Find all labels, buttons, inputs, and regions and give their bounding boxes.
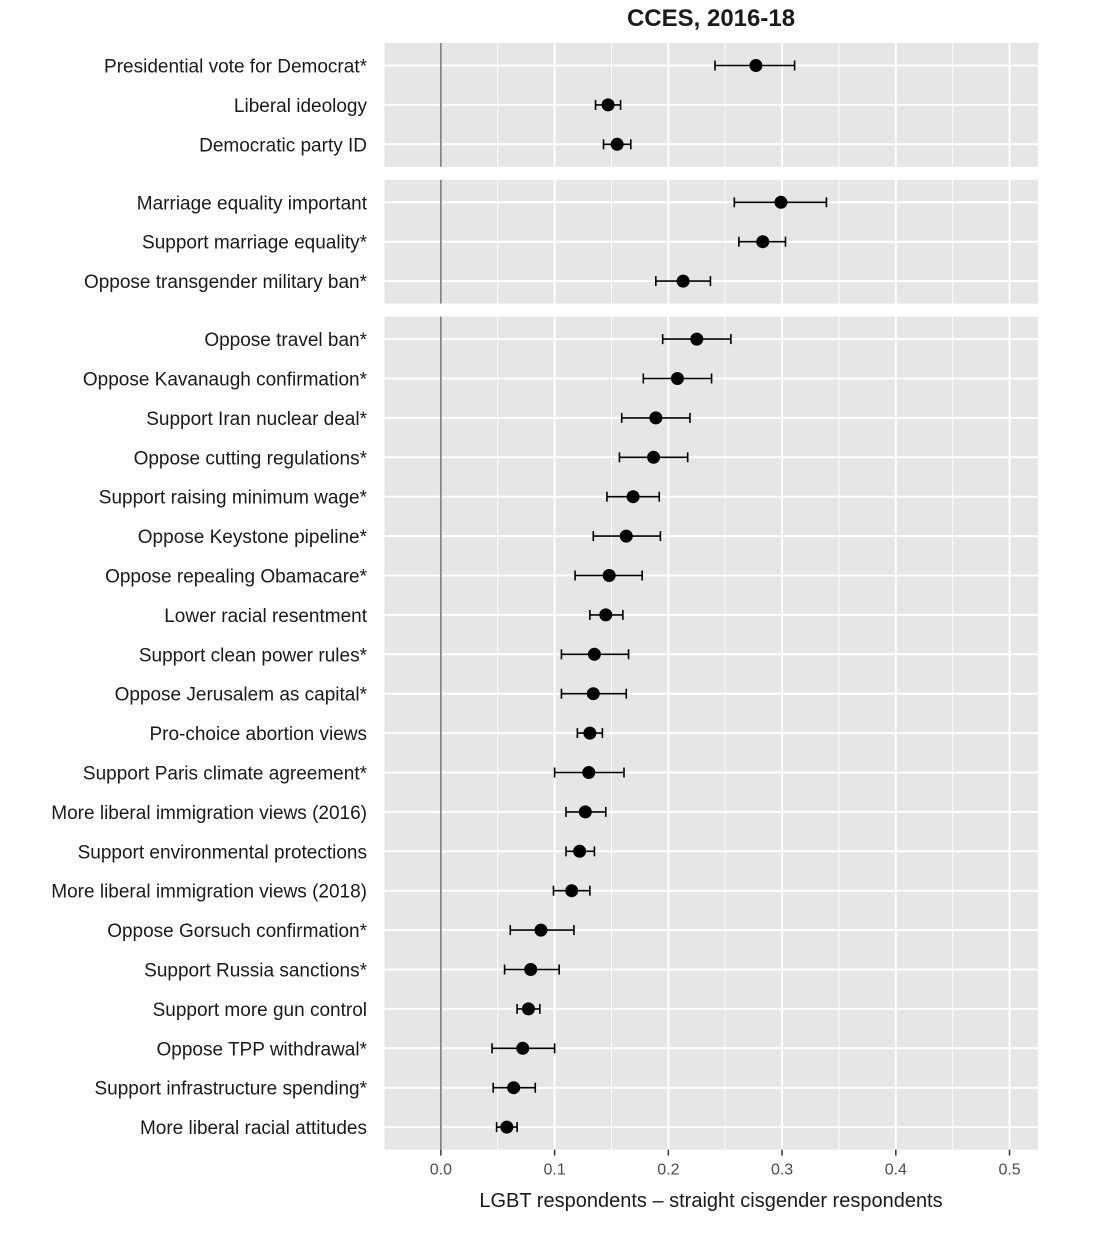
estimate-row: Oppose transgender military ban* bbox=[84, 272, 712, 293]
row-label: Oppose Gorsuch confirmation* bbox=[107, 921, 367, 942]
row-label: Support infrastructure spending* bbox=[95, 1079, 368, 1100]
x-axis-title: LGBT respondents – straight cisgender re… bbox=[479, 1190, 942, 1212]
point-estimate bbox=[582, 766, 596, 779]
point-estimate bbox=[610, 137, 624, 151]
row-label: Support clean power rules* bbox=[139, 645, 368, 666]
estimate-row: Oppose Kavanaugh confirmation* bbox=[83, 370, 713, 391]
estimate-row: More liberal racial attitudes bbox=[140, 1118, 518, 1139]
estimate-row: Liberal ideology bbox=[234, 96, 622, 117]
row-label: Oppose cutting regulations* bbox=[134, 448, 368, 469]
row-label: Oppose travel ban* bbox=[204, 330, 367, 351]
row-label: More liberal racial attitudes bbox=[140, 1118, 367, 1139]
row-label: Oppose Keystone pipeline* bbox=[138, 527, 368, 548]
estimate-row: Oppose Gorsuch confirmation* bbox=[107, 921, 575, 942]
point-estimate bbox=[521, 1002, 535, 1016]
estimate-row: Support Paris climate agreement* bbox=[83, 764, 625, 785]
estimate-row: More liberal immigration views (2018) bbox=[51, 882, 591, 903]
estimate-row: Marriage equality important bbox=[137, 193, 828, 214]
estimate-row: Oppose Jerusalem as capital* bbox=[115, 685, 628, 706]
x-tick-label: 0.0 bbox=[430, 1162, 452, 1179]
row-label: Presidential vote for Democrat* bbox=[104, 57, 368, 78]
estimate-row: Lower racial resentment bbox=[164, 606, 624, 627]
point-estimate bbox=[578, 805, 592, 819]
row-label: Support Russia sanctions* bbox=[144, 961, 367, 982]
panel-3: Oppose travel ban* Oppose Kavanaugh confi… bbox=[51, 316, 1038, 1150]
row-label: Oppose Kavanaugh confirmation* bbox=[83, 370, 368, 391]
estimate-row: Oppose TPP withdrawal* bbox=[156, 1039, 556, 1060]
row-label: Oppose repealing Obamacare* bbox=[105, 567, 368, 588]
row-label: More liberal immigration views (2018) bbox=[51, 882, 367, 903]
row-label: Marriage equality important bbox=[137, 193, 368, 214]
row-label: Pro-choice abortion views bbox=[149, 724, 367, 745]
point-estimate bbox=[583, 726, 597, 740]
row-label: Oppose TPP withdrawal* bbox=[156, 1039, 367, 1060]
point-estimate bbox=[690, 332, 704, 346]
point-estimate bbox=[749, 59, 763, 72]
x-tick-label: 0.4 bbox=[885, 1162, 907, 1179]
row-label: Support Iran nuclear deal* bbox=[146, 409, 367, 430]
point-estimate bbox=[516, 1041, 530, 1055]
x-tick-label: 0.5 bbox=[998, 1162, 1020, 1179]
row-label: Liberal ideology bbox=[234, 96, 368, 117]
point-estimate bbox=[507, 1081, 521, 1095]
estimate-row: Democratic party ID bbox=[199, 135, 632, 156]
row-label: Democratic party ID bbox=[199, 135, 367, 156]
panels-layer: Presidential vote for Democrat* Liberal i… bbox=[51, 43, 1038, 1150]
point-estimate bbox=[676, 274, 690, 288]
estimate-row: Support more gun control bbox=[153, 1000, 541, 1021]
estimate-row: Oppose repealing Obamacare* bbox=[105, 567, 643, 588]
point-estimate bbox=[619, 529, 633, 543]
estimate-row: Support marriage equality* bbox=[142, 233, 787, 254]
x-tick-label: 0.3 bbox=[771, 1162, 793, 1179]
row-label: Support raising minimum wage* bbox=[99, 488, 368, 509]
row-label: Oppose transgender military ban* bbox=[84, 272, 368, 293]
row-label: Support more gun control bbox=[153, 1000, 367, 1021]
x-tick-label: 0.1 bbox=[543, 1162, 565, 1179]
point-estimate bbox=[626, 490, 640, 504]
point-estimate bbox=[756, 235, 770, 249]
point-estimate bbox=[647, 450, 661, 464]
row-label: Lower racial resentment bbox=[164, 606, 367, 627]
point-estimate bbox=[774, 195, 788, 209]
estimate-row: Support Iran nuclear deal* bbox=[146, 409, 691, 430]
x-axis: 0.0 0.1 0.2 0.3 0.4 0.5 bbox=[430, 1149, 1021, 1179]
estimate-row: Presidential vote for Democrat* bbox=[104, 57, 796, 78]
point-estimate bbox=[670, 372, 684, 385]
point-estimate bbox=[602, 569, 616, 582]
row-label: More liberal immigration views (2016) bbox=[51, 803, 367, 824]
point-estimate bbox=[524, 963, 538, 976]
chart-title: CCES, 2016-18 bbox=[627, 5, 795, 32]
point-estimate bbox=[565, 884, 579, 898]
row-label: Support environmental protections bbox=[78, 842, 367, 863]
estimate-row: Support clean power rules* bbox=[139, 645, 630, 666]
point-estimate bbox=[573, 844, 587, 858]
estimate-row: Oppose cutting regulations* bbox=[134, 448, 689, 469]
panel-2: Marriage equality important Support marri… bbox=[84, 179, 1038, 304]
estimate-row: Oppose travel ban* bbox=[204, 330, 732, 351]
point-estimate bbox=[599, 608, 613, 622]
point-estimate bbox=[586, 687, 600, 701]
row-label: Support Paris climate agreement* bbox=[83, 764, 368, 785]
point-estimate bbox=[587, 647, 601, 661]
row-label: Support marriage equality* bbox=[142, 233, 368, 254]
estimate-row: Support raising minimum wage* bbox=[99, 488, 661, 509]
point-estimate bbox=[534, 923, 548, 937]
x-tick-label: 0.2 bbox=[657, 1162, 679, 1179]
estimate-row: Oppose Keystone pipeline* bbox=[138, 527, 662, 548]
panel-1: Presidential vote for Democrat* Liberal i… bbox=[104, 43, 1038, 167]
estimate-row: Support infrastructure spending* bbox=[95, 1079, 537, 1100]
point-estimate bbox=[500, 1120, 514, 1134]
estimate-row: Support Russia sanctions* bbox=[144, 961, 560, 982]
estimate-row: Pro-choice abortion views bbox=[149, 724, 604, 745]
estimate-row: Support environmental protections bbox=[78, 842, 596, 863]
point-estimate bbox=[601, 98, 615, 112]
estimate-row: More liberal immigration views (2016) bbox=[51, 803, 607, 824]
row-label: Oppose Jerusalem as capital* bbox=[115, 685, 368, 706]
point-estimate bbox=[649, 411, 663, 425]
